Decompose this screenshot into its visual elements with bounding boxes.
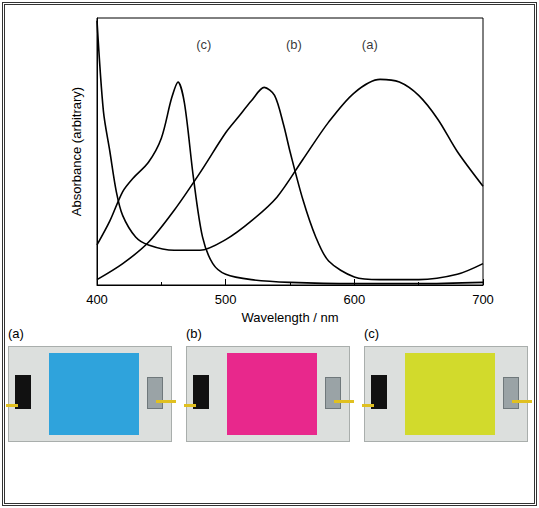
html-text:(c): (c) xyxy=(364,326,380,341)
svg-text:600: 600 xyxy=(343,292,365,307)
svg-text:Absorbance (arbitrary): Absorbance (arbitrary) xyxy=(69,87,84,216)
svg-text:700: 700 xyxy=(472,292,494,307)
html-text:(a): (a) xyxy=(8,326,24,341)
svg-text:500: 500 xyxy=(215,292,237,307)
svg-text:(a): (a) xyxy=(362,37,378,52)
svg-text:400: 400 xyxy=(86,292,108,307)
svg-text:Wavelength / nm: Wavelength / nm xyxy=(241,310,338,325)
svg-text:(b): (b) xyxy=(286,37,302,52)
svg-text:(c): (c) xyxy=(196,37,211,52)
html-text:(b): (b) xyxy=(186,326,202,341)
